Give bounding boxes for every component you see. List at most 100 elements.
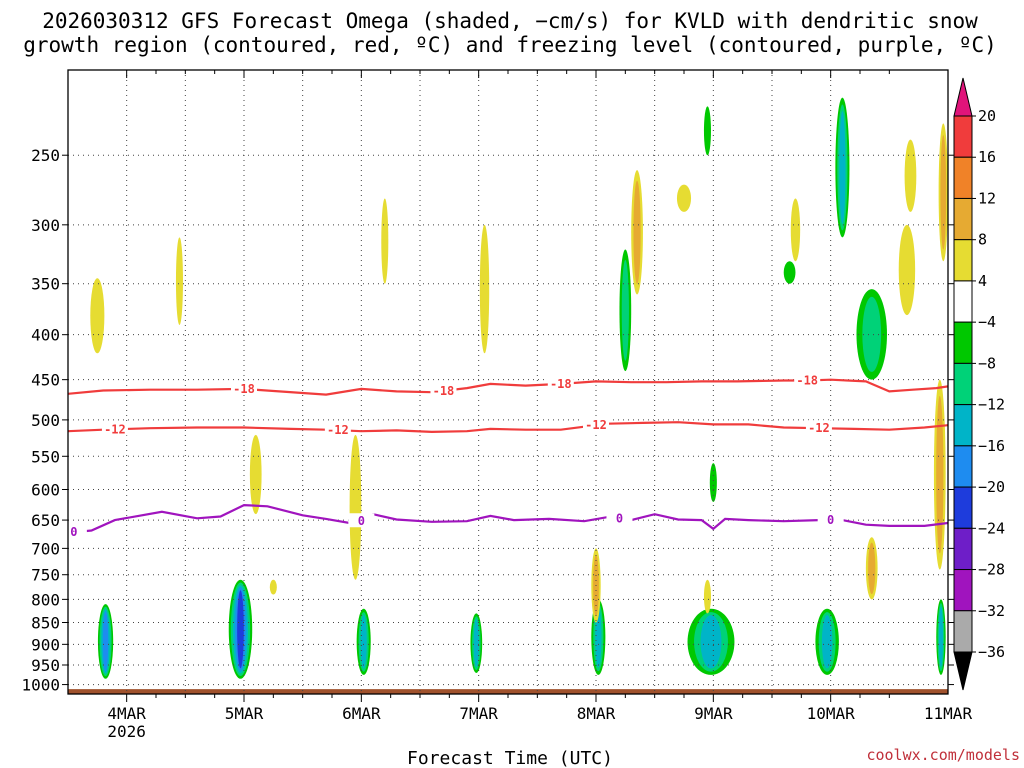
contour-label-bg [817,512,844,527]
omega-shading [68,97,948,694]
y-tick-label-550: 550 [31,447,60,466]
colorbar-bottom-arrow [953,651,973,691]
y-tick-label-1000: 1000 [21,676,60,695]
y-axis: 250 300 350 400 450 500 550 600 650 700 750 800 850 9… [21,146,954,695]
colorbar-label-7: −12 [978,396,1005,414]
colorbar-label-5: −4 [978,313,996,331]
y-tick-label-800: 800 [31,590,60,609]
y-tick-label-750: 750 [31,566,60,585]
contour-label-bg [606,510,633,525]
colorbar-bin-10 [953,486,973,529]
omega-feature-1-level-4 [237,590,244,669]
y-tick-label-600: 600 [31,481,60,500]
omega-feature-0-level-3 [102,611,109,672]
omega-feature-27-level-1 [936,395,944,554]
colorbar-bin-12 [953,569,973,612]
colorbar-bin-1 [953,115,973,158]
contour-label-bg [68,524,87,539]
colorbar-label-6: −8 [978,354,996,372]
x-tick-label-4MAR: 4MAR [107,704,146,723]
contour-label-1-3: -12 [808,421,830,435]
omega-feature-15-level-0 [175,237,183,326]
omega-feature-16-level-0 [249,434,262,515]
contour-label-1-0: -12 [104,422,126,436]
contour-label-bg [805,420,832,435]
contours: -18 -18 -18 -18 -12 -12 -12 -12 0 0 0 0 [68,372,948,539]
y-tick-label-500: 500 [31,411,60,430]
colorbar-bin-8 [953,404,973,447]
contour-label-bg [324,422,351,437]
colorbar-bin-7 [953,362,973,406]
omega-feature-12-level-0 [709,463,717,503]
y-tick-label-900: 900 [31,635,60,654]
x-tick-label-10MAR: 10MAR [807,704,856,723]
y-tick-label-300: 300 [31,216,60,235]
contour-label-0-2: -18 [550,377,572,391]
omega-feature-3-level-2 [473,619,479,668]
omega-feature-13-level-0 [783,261,796,284]
colorbar-bin-9 [953,445,973,488]
contour-label-1-1: -12 [327,423,349,437]
omega-feature-5-level-2 [700,615,722,669]
colorbar-label-11: −28 [978,561,1005,579]
contour-label-2-0: 0 [70,525,77,539]
colorbar-label-12: −32 [978,602,1005,620]
colorbar-label-3: 8 [978,231,987,249]
contour-label-bg [101,421,128,436]
contour-label-2-1: 0 [358,514,365,528]
colorbar-bin-11 [953,527,973,571]
plot-area: -18 -18 -18 -18 -12 -12 -12 -12 0 0 0 0 250 300 350 400… [21,69,972,741]
x-tick-label-7MAR: 7MAR [459,704,498,723]
y-tick-label-250: 250 [31,146,60,165]
colorbar-label-4: 4 [978,272,987,290]
contour-label-1-2: -12 [585,418,607,432]
omega-feature-29-level-0 [703,579,711,614]
omega-feature-22-level-0 [790,198,801,262]
y-tick-label-350: 350 [31,275,60,294]
contour-label-bg [231,380,257,395]
surface-terrain-band [68,689,948,694]
contour-label-0-1: -18 [433,384,455,398]
grid-lines [68,70,948,694]
contour-label-0-3: -18 [796,374,818,388]
x-tick-label-11MAR: 11MAR [924,704,973,723]
contour-label-bg [348,513,375,528]
colorbar-bin-5 [953,280,973,323]
omega-feature-14-level-0 [90,278,105,354]
y-tick-label-700: 700 [31,539,60,558]
omega-feature-20-level-1 [633,180,641,284]
contour-label-bg [430,382,457,397]
omega-feature-23-level-0 [898,224,916,316]
y-tick-label-400: 400 [31,326,60,345]
colorbar-label-0: 20 [978,107,996,125]
colorbar-bin-2 [953,156,973,199]
chart-title-line2: growth region (contoured, red, ºC) and f… [23,33,997,57]
x-tick-sublabel-4MAR: 2026 [107,722,146,741]
y-tick-label-650: 650 [31,511,60,530]
omega-feature-7-level-2 [938,606,944,668]
credit-text: coolwx.com/models [866,746,1020,764]
x-axis-title: Forecast Time (UTC) [407,748,613,768]
contour-label-2-3: 0 [827,513,834,527]
colorbar-label-8: −16 [978,437,1005,455]
x-tick-label-8MAR: 8MAR [577,704,616,723]
y-tick-label-950: 950 [31,656,60,675]
omega-feature-9-level-1 [862,296,882,372]
contour-line-0 [68,503,948,534]
omega-feature-25-level-1 [868,542,876,595]
omega-feature-17-level-0 [349,434,362,580]
y-tick-label-850: 850 [31,614,60,633]
colorbar-label-9: −20 [978,478,1005,496]
x-tick-label-6MAR: 6MAR [342,704,381,723]
omega-feature-21-level-0 [676,184,692,212]
y-tick-label-450: 450 [31,371,60,390]
colorbar-label-10: −24 [978,519,1005,537]
omega-feature-6-level-2 [821,615,833,669]
omega-feature-18-level-0 [381,198,389,284]
colorbar-label-2: 12 [978,189,996,207]
contour-label-0-0: -18 [233,382,255,396]
colorbar-top-arrow [953,77,973,117]
